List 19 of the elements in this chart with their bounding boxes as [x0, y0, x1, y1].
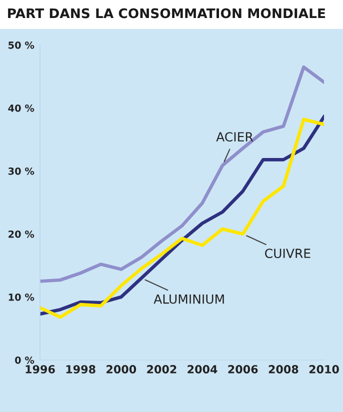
- x-tick-label: 1998: [66, 365, 96, 374]
- text: CUIVRE: [265, 248, 310, 258]
- y-tick-label: 50 %: [8, 41, 34, 49]
- chart-title: PART DANS LA CONSOMMATION MONDIALE: [8, 8, 326, 18]
- y-tick-label: 40 %: [8, 104, 34, 112]
- line-series: [40, 65, 324, 283]
- y-tick-label: 30 %: [8, 167, 34, 175]
- x-tick-label: 2008: [268, 365, 298, 374]
- y-tick-label: 10 %: [8, 293, 34, 301]
- y-tick-label: 20 %: [8, 230, 34, 238]
- x-tick-label: 1996: [26, 365, 55, 374]
- x-tick-label: 2000: [106, 365, 136, 374]
- x-tick-label: 2004: [188, 365, 218, 374]
- series-label: ALUMINIUM: [154, 294, 224, 304]
- series-label: ACIER: [216, 132, 254, 142]
- x-tick-label: 2002: [147, 365, 176, 374]
- x-tick-label: 2006: [228, 365, 258, 374]
- y-tick-label: 0 %: [15, 356, 34, 364]
- x-tick-label: 2010: [309, 365, 339, 374]
